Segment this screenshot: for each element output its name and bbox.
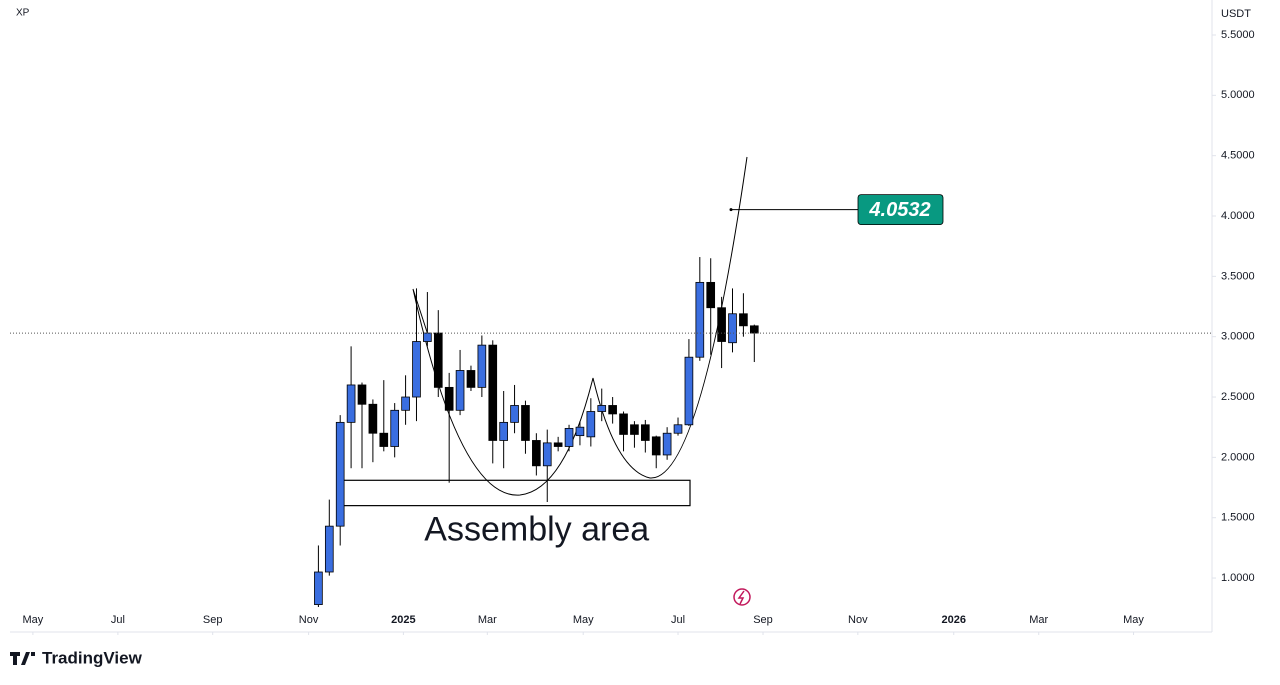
candle-body (673, 424, 683, 434)
lightning-icon (733, 588, 751, 606)
plot (10, 257, 1212, 607)
candle-body (542, 442, 552, 467)
candle-body (346, 384, 356, 423)
candle-body (379, 432, 389, 447)
target-box (857, 194, 944, 225)
y-tick-label: 2.5000 (1221, 391, 1255, 403)
x-tick-label: Nov (848, 614, 868, 626)
y-tick-label: 5.0000 (1221, 89, 1255, 101)
x-tick-label: Mar (1029, 614, 1048, 626)
candle-body (324, 525, 334, 573)
candle-body (651, 436, 661, 456)
candle-body (564, 427, 574, 447)
candle-body (401, 396, 410, 411)
icon-bolt (737, 590, 745, 605)
candle-body (619, 413, 628, 435)
candle-body (510, 405, 519, 423)
candle-body (739, 313, 748, 327)
candle-body (717, 307, 726, 342)
candle-body (575, 426, 585, 437)
candle-body (412, 341, 421, 398)
candle-body (488, 344, 498, 441)
x-tick-label: Jul (671, 614, 685, 626)
x-tick-label: 2025 (391, 614, 415, 626)
candle-body (684, 356, 694, 426)
candle-body (608, 405, 617, 415)
x-tick-label: May (1123, 614, 1144, 626)
target-dot (729, 208, 733, 212)
candle-body (499, 421, 508, 441)
x-tick-label: May (573, 614, 594, 626)
icon-circle (733, 588, 751, 606)
x-tick-label: Jul (111, 614, 125, 626)
candle-body (586, 411, 596, 438)
candle-body (357, 384, 367, 405)
brand-logo: TradingView (10, 648, 143, 667)
x-tick-label: Nov (299, 614, 319, 626)
candle-body (706, 281, 716, 309)
candle-body (335, 421, 345, 527)
candle-body (553, 442, 563, 447)
candle-body (521, 405, 530, 441)
cup-drawing (412, 156, 748, 496)
candle-body (466, 370, 476, 388)
brand-text: TradingView (42, 648, 143, 667)
x-tick-label: Mar (478, 614, 497, 626)
y-tick-label: 3.0000 (1221, 331, 1255, 343)
x-tick-label: Sep (203, 614, 223, 626)
candle-body (749, 325, 759, 334)
zone-label: Assembly area (424, 511, 649, 549)
candle-body (433, 332, 443, 388)
target-label: 4.0532 (868, 199, 930, 221)
logo-icon (10, 652, 35, 665)
candle-body (630, 424, 639, 435)
candle-body (314, 571, 323, 605)
candle-body (423, 332, 432, 342)
candle-body (444, 386, 454, 411)
candle-body (695, 281, 705, 358)
currency-label: USDT (1221, 8, 1251, 20)
candle-body (641, 424, 650, 441)
candle-body (597, 405, 607, 412)
candle-body (477, 344, 487, 388)
y-tick-label: 1.5000 (1221, 512, 1255, 524)
y-tick-label: 2.0000 (1221, 451, 1255, 463)
candle-body (368, 403, 378, 434)
y-tick-label: 4.0000 (1221, 210, 1255, 222)
candle-body (532, 440, 541, 467)
y-tick-label: 5.5000 (1221, 29, 1255, 41)
y-tick-label: 1.0000 (1221, 572, 1255, 584)
x-tick-label: Sep (753, 614, 773, 626)
candle-body (455, 370, 465, 411)
symbol-title: XP (16, 8, 30, 19)
y-tick-label: 4.5000 (1221, 150, 1255, 162)
candle-body (390, 409, 400, 447)
y-tick-label: 3.5000 (1221, 270, 1255, 282)
candle-body (662, 432, 672, 456)
candle-body (728, 313, 737, 344)
x-tick-label: May (22, 614, 43, 626)
x-tick-label: 2026 (941, 614, 965, 626)
